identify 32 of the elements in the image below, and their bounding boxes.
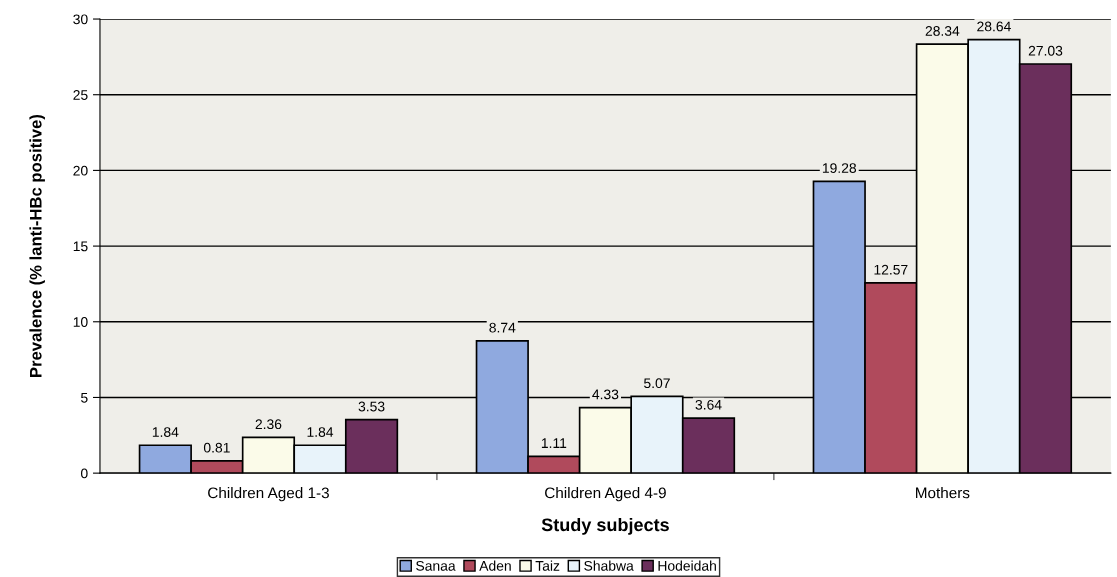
x-tick-label: Children Aged 4-9 (545, 487, 666, 502)
y-tick-label: 10 (73, 317, 88, 327)
data-label: 19.28 (822, 163, 857, 173)
x-tick-label: Children Aged 1-3 (208, 487, 329, 502)
data-label: 27.03 (1028, 45, 1063, 56)
x-tick-label: Mothers (916, 487, 970, 499)
data-label: 1.11 (541, 438, 567, 448)
legend-label: Hodeidah (658, 560, 716, 571)
data-label: 12.57 (874, 264, 908, 275)
y-tick-label: 25 (73, 90, 88, 100)
data-label: 2.36 (255, 419, 282, 430)
y-tick-label: 5 (81, 392, 88, 403)
data-label: 1.84 (307, 427, 334, 437)
data-label: 5.07 (644, 378, 670, 389)
legend-label: Taiz (535, 560, 560, 571)
data-label: 1.84 (152, 427, 179, 437)
data-label: 8.74 (489, 322, 516, 333)
y-axis-title: Prevalence (% lanti-HBc positive) (29, 114, 45, 377)
y-tick-label: 20 (73, 165, 88, 176)
data-label: 28.34 (925, 26, 960, 36)
legend-label: Sanaa (416, 560, 456, 571)
y-tick-label: 15 (73, 241, 88, 252)
data-label: 4.33 (592, 389, 619, 400)
x-axis-title: Study subjects (541, 517, 669, 535)
data-label: 28.64 (977, 21, 1011, 32)
y-tick-label: 0 (80, 468, 88, 479)
data-label: 3.64 (695, 399, 722, 410)
legend-label: Aden (479, 560, 511, 571)
data-label: 3.53 (358, 401, 385, 412)
y-tick-label: 30 (73, 14, 88, 25)
legend-label: Shabwa (584, 560, 634, 571)
data-label: 0.81 (203, 442, 230, 453)
